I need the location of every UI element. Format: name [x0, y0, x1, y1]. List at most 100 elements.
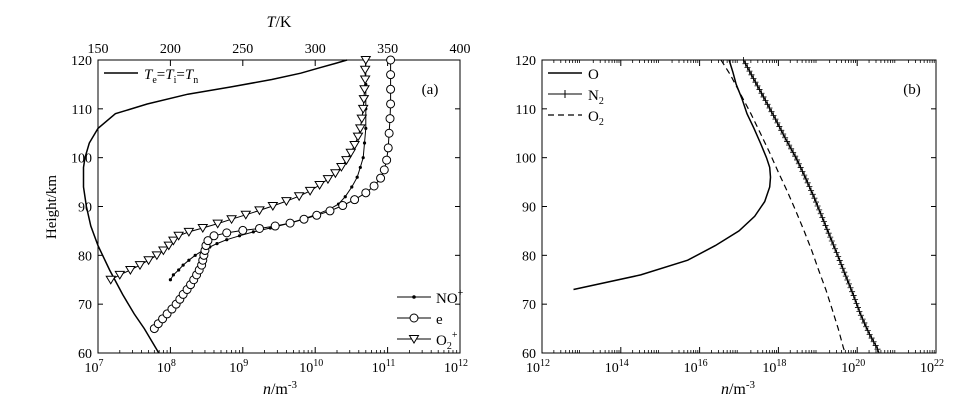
panel-b-y-tick-label: 100 [515, 152, 536, 167]
series-o2-plus-point [183, 227, 195, 237]
x-axis-title-exp: -3 [288, 379, 298, 391]
series-o2-plus-point [267, 202, 279, 211]
series-n2-marker [824, 226, 831, 233]
series-o2-plus-point [163, 241, 175, 251]
series-n2-marker [864, 327, 871, 334]
panel-b-chart: (b) n/m-3 O N2 O2 60 70 80 90 100 110 120 1012 1… [515, 54, 944, 398]
series-no-plus-point [215, 242, 219, 246]
panel-a-plot-area [97, 59, 461, 354]
series-o2-plus-point [124, 265, 136, 275]
series-n2-marker [866, 331, 873, 338]
series-e-point [386, 99, 396, 109]
series-n2-marker [836, 257, 843, 264]
series-n2-marker [754, 82, 761, 89]
panel-b-y-tick-label: 60 [522, 347, 536, 362]
legend-no-plus-label: NO+ [436, 288, 464, 307]
series-e-point [376, 173, 386, 183]
panel-a-top-tick-label: 150 [88, 42, 109, 57]
series-e-point [338, 201, 348, 211]
series-n2-marker [802, 175, 809, 182]
series-no-plus-point [193, 253, 197, 257]
series-e-point [361, 188, 371, 198]
series-n2-marker [811, 195, 818, 202]
series-n2-marker [806, 183, 813, 190]
series-no-plus-point [362, 141, 367, 145]
series-t-line [82, 59, 348, 354]
series-n2-marker [748, 71, 755, 78]
series-n2-marker [772, 116, 779, 123]
panel-a-chart: (a) Height/km T/K n/m-3 Te=Ti=Tn NO+ e O… [44, 14, 471, 398]
series-o2-plus-point [114, 270, 126, 280]
series-n2-marker [838, 261, 845, 268]
series-o2-plus-point [254, 206, 265, 216]
series-n2-marker [820, 218, 827, 225]
top-axis-title-T: T [267, 14, 277, 31]
series-n2-marker [794, 156, 801, 163]
series-n2-marker [850, 292, 857, 299]
series-e-point [299, 214, 309, 224]
series-n2-marker [792, 153, 799, 160]
series-n2-marker [868, 335, 875, 342]
series-o2-plus-point [345, 148, 357, 158]
legend-n2-label: N2 [588, 88, 604, 107]
panel-b-y-tick-label: 120 [515, 54, 536, 69]
series-o2-plus-point [293, 192, 305, 202]
series-n2-marker [847, 284, 854, 291]
series-n2-marker [872, 342, 879, 349]
series-n2-marker [788, 145, 795, 152]
series-n2-marker [809, 191, 816, 198]
series-no-plus-point [171, 273, 175, 277]
series-o2-plus-point [358, 95, 370, 105]
series-e-point [238, 225, 248, 235]
series-n2-marker [778, 127, 785, 134]
series-n2-marker [780, 131, 787, 138]
series-n2-marker [845, 280, 852, 287]
panel-a-top-tick-label: 400 [450, 42, 471, 57]
series-e-point [386, 70, 396, 80]
series-o2-plus-point [336, 162, 347, 172]
series-e-point [312, 210, 322, 220]
series-n2-marker [861, 319, 868, 326]
series-n2-marker [768, 108, 775, 115]
panel-a-y-tick-label: 120 [71, 54, 92, 69]
series-n2-marker [817, 210, 824, 217]
series-no-plus-point [181, 263, 185, 267]
panel-a-legend-temperature: Te=Ti=Tn [104, 67, 198, 86]
panel-a-x-tick-label: 108 [157, 358, 176, 376]
series-n2-marker [782, 134, 789, 141]
series-n2-marker [828, 237, 835, 244]
series-o2-plus-point [354, 124, 366, 134]
panel-a-top-tick-label: 200 [160, 42, 181, 57]
x-axis-title-n: n [263, 381, 271, 398]
series-e-point [385, 114, 395, 124]
series-n2-marker [756, 86, 763, 93]
series-o2-plus-point [226, 215, 237, 225]
legend-e-marker [409, 313, 419, 323]
series-no-plus-point [358, 165, 362, 170]
legend-temperature-label: Te=Ti=Tn [144, 67, 198, 86]
panel-a-y-tick-label: 90 [78, 201, 92, 216]
panel-b-y-tick-label: 70 [522, 298, 536, 313]
panel-a-top-tick-label: 300 [305, 42, 326, 57]
series-o2-plus-point [314, 181, 325, 190]
series-o2-plus-point [341, 156, 352, 166]
series-no-plus-point [361, 156, 365, 160]
panel-a-top-tick-label: 250 [232, 42, 253, 57]
series-n2-marker [839, 265, 846, 272]
series-n2-marker [770, 112, 777, 119]
series-n2-marker [764, 101, 771, 108]
series-o2-plus-point [359, 65, 371, 75]
series-n2-line [742, 59, 880, 354]
series-n2-marker [822, 222, 829, 229]
series-n2-marker [776, 123, 783, 130]
series-n2-marker [849, 288, 856, 295]
series-e-point [383, 143, 393, 153]
series-o2-plus-point [359, 75, 371, 85]
panel-a-y-axis-title: Height/km [44, 175, 60, 239]
series-n2-marker [812, 199, 819, 206]
series-no-plus-point [355, 175, 359, 179]
panel-a-label: (a) [422, 82, 439, 98]
series-o2-line [720, 59, 846, 354]
series-n2-marker [844, 277, 851, 283]
series-n2-marker [762, 97, 769, 104]
